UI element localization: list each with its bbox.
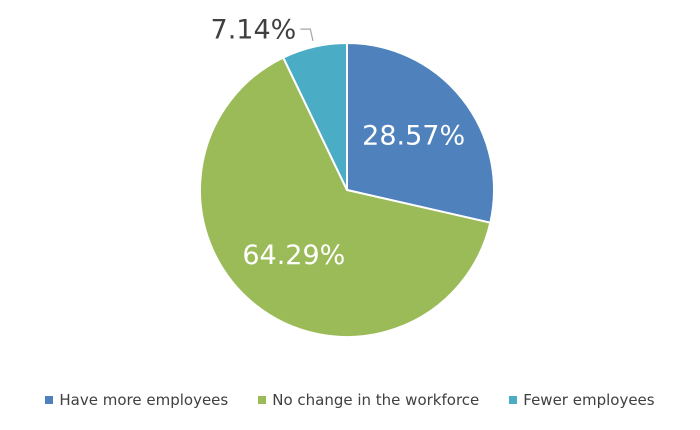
legend-label-fewer-employees: Fewer employees — [523, 391, 655, 409]
pie-slice-fewer-employees — [281, 41, 348, 191]
legend-swatch-have-more-employees — [45, 396, 54, 404]
data-label-fewer-employees: 7.14% — [211, 15, 297, 46]
pie-slice-no-change — [199, 56, 492, 338]
legend-label-have-more-employees: Have more employees — [59, 391, 229, 409]
data-label-have-more-employees: 28.57% — [362, 120, 465, 151]
legend-item-fewer-employees: Fewer employees — [509, 391, 655, 409]
legend-swatch-fewer-employees — [509, 396, 518, 404]
legend-label-no-change: No change in the workforce — [272, 391, 480, 409]
pie-slice-have-more-employees — [346, 41, 495, 224]
legend-item-no-change: No change in the workforce — [258, 391, 479, 409]
data-label-no-change: 64.29% — [242, 240, 345, 271]
leader-line-fewer-employees — [300, 28, 314, 41]
legend-item-have-more-employees: Have more employees — [45, 391, 228, 409]
legend: Have more employees No change in the wor… — [0, 389, 700, 411]
legend-swatch-no-change — [258, 396, 267, 404]
